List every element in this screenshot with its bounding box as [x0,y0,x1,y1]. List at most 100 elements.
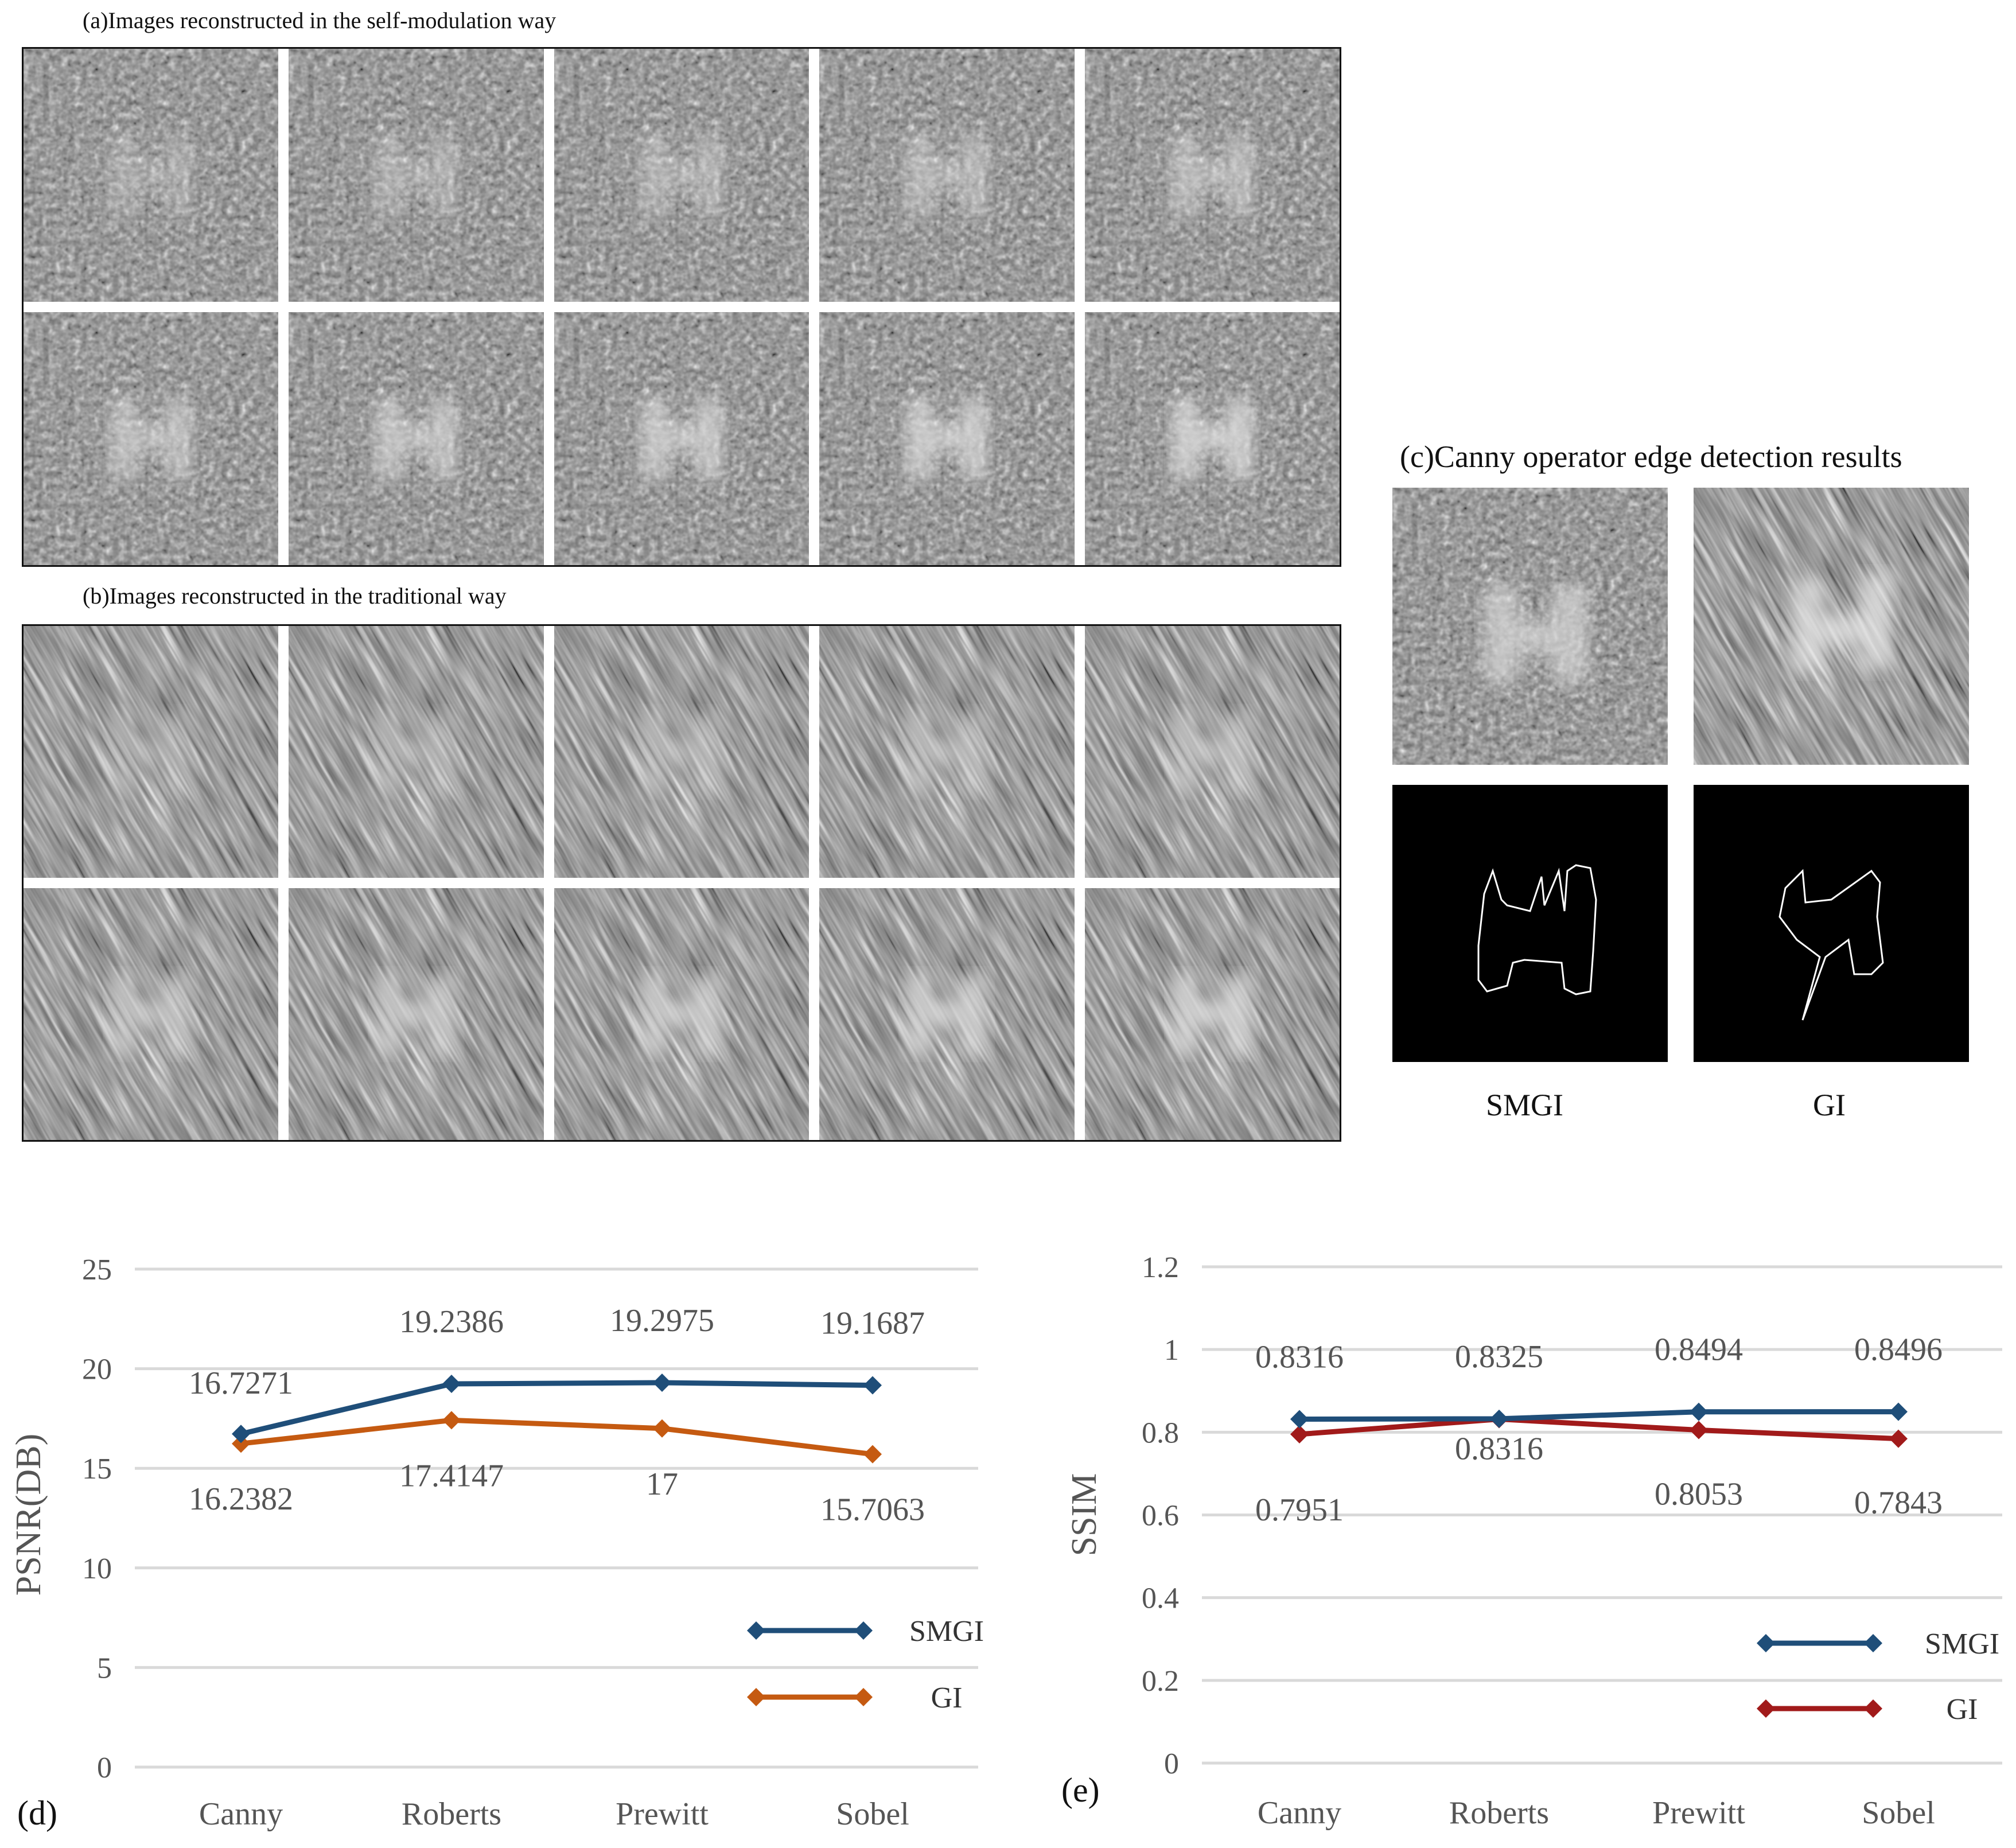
panel-b-image-grid [22,624,1341,1142]
gi-marker [1690,1421,1708,1440]
self-modulation-image-tile [289,312,544,565]
smgi-marker [232,1425,250,1444]
gi-marker [1889,1429,1908,1448]
gi-edge-label: GI [1813,1088,1846,1122]
traditional-image-tile [24,888,279,1140]
traditional-image-tile [289,888,544,1140]
y-tick-label: 20 [82,1353,112,1386]
self-modulation-image-tile [289,49,544,302]
smgi-legend-marker [854,1621,873,1640]
y-tick-label: 15 [82,1453,112,1485]
smgi-marker [442,1375,461,1394]
y-tick-label: 0.6 [1142,1500,1179,1532]
gi-data-label: 0.7843 [1854,1485,1943,1521]
self-modulation-image-tile [819,49,1075,302]
panel-a-image-grid [22,47,1341,567]
smgi-marker [1490,1409,1508,1428]
traditional-image-tile [819,626,1075,878]
x-tick-label: Canny [1258,1795,1341,1831]
smgi-legend-marker [747,1621,765,1640]
gi-marker [232,1434,250,1453]
y-tick-label: 0 [1164,1748,1179,1780]
x-tick-label: Sobel [1862,1795,1935,1831]
gi-marker [863,1445,882,1464]
gi-line [1299,1417,1899,1442]
smgi-marker [1889,1402,1908,1421]
gi-marker [442,1411,461,1430]
gi-edge-detection-image [1694,785,1969,1062]
gi-marker [653,1419,671,1438]
smgi-edge-detection-image [1392,785,1668,1062]
ssim-chart: 0 0.2 0.4 0.6 0.8 1 1.2 Canny Roberts Prewitt Sobe… [1033,1216,2016,1845]
panel-label: (e) [1061,1771,1100,1809]
smgi-marker [1690,1402,1708,1421]
smgi-data-label: 0.8496 [1854,1332,1943,1368]
smgi-data-label: 0.8494 [1655,1332,1743,1368]
smgi-legend-label: SMGI [1925,1628,1999,1660]
smgi-data-label: 0.8316 [1255,1340,1344,1375]
smgi-edge-label: SMGI [1486,1088,1564,1122]
gi-legend-label: GI [931,1682,963,1714]
traditional-image-tile [24,626,279,878]
self-modulation-image-tile [1084,312,1340,565]
smgi-reconstruction-image [1392,488,1668,765]
gi-line [240,1417,873,1457]
smgi-line [1299,1409,1899,1422]
panel-a-caption: (a)Images reconstructed in the self-modu… [83,7,556,33]
traditional-image-tile [1084,626,1340,878]
smgi-data-label: 0.8325 [1455,1339,1543,1375]
gi-legend-marker [747,1688,765,1706]
gi-legend-marker [1864,1699,1882,1718]
y-tick-label: 0.2 [1142,1665,1179,1698]
x-tick-label: Canny [199,1796,283,1832]
y-axis-label: PSNR(DB) [9,1434,48,1596]
smgi-marker [653,1373,671,1392]
gi-legend-marker [854,1688,873,1706]
smgi-data-label: 19.1687 [820,1305,925,1341]
smgi-data-label: 16.7271 [189,1365,293,1401]
traditional-image-tile [819,888,1075,1140]
x-tick-label: Roberts [402,1796,501,1832]
y-tick-label: 10 [82,1553,112,1585]
traditional-image-tile [289,626,544,878]
gi-data-label: 0.8316 [1455,1431,1543,1467]
smgi-legend-marker [1757,1634,1775,1652]
panel-c-caption: (c)Canny operator edge detection results [1400,439,1902,474]
gi-reconstruction-image [1694,488,1969,765]
psnr-chart: 0 5 10 15 20 25 Canny Roberts Prewitt Sobel PSNR(D… [0,1216,1010,1845]
gi-legend-marker [1757,1699,1775,1718]
y-tick-label: 5 [97,1652,112,1684]
gi-data-label: 15.7063 [820,1492,925,1528]
y-tick-label: 1 [1164,1334,1179,1367]
self-modulation-image-tile [819,312,1075,565]
smgi-data-label: 19.2975 [610,1303,714,1339]
y-axis-label: SSIM [1065,1473,1104,1557]
gi-data-label: 0.7951 [1255,1492,1344,1528]
self-modulation-image-tile [1084,49,1340,302]
y-tick-label: 0.8 [1142,1417,1179,1449]
y-tick-label: 0 [97,1752,112,1784]
smgi-line [240,1380,873,1437]
x-tick-label: Sobel [836,1796,909,1832]
smgi-marker [863,1376,882,1395]
y-tick-label: 1.2 [1142,1251,1179,1284]
smgi-data-label: 19.2386 [399,1304,504,1340]
gi-data-label: 17.4147 [399,1458,504,1493]
gi-data-label: 0.8053 [1655,1477,1743,1512]
y-tick-label: 0.4 [1142,1582,1179,1615]
smgi-legend-marker [1864,1634,1882,1652]
x-tick-label: Prewitt [616,1796,709,1832]
self-modulation-image-tile [554,312,809,565]
x-tick-label: Roberts [1449,1795,1549,1831]
traditional-image-tile [554,888,809,1140]
gi-data-label: 16.2382 [189,1481,293,1517]
self-modulation-image-tile [24,49,279,302]
smgi-legend-label: SMGI [909,1615,984,1648]
smgi-marker [1290,1410,1309,1429]
y-tick-label: 25 [82,1254,112,1286]
x-tick-label: Prewitt [1652,1795,1745,1831]
gi-legend-label: GI [1947,1693,1978,1726]
self-modulation-image-tile [554,49,809,302]
traditional-image-tile [1084,888,1340,1140]
self-modulation-image-tile [24,312,279,565]
